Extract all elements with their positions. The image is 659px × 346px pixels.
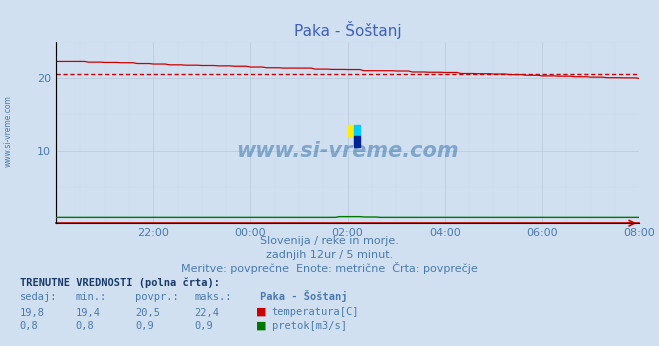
Text: ■: ■ bbox=[256, 321, 266, 331]
Text: 0,8: 0,8 bbox=[20, 321, 38, 331]
Text: temperatura[C]: temperatura[C] bbox=[272, 307, 359, 317]
Text: www.si-vreme.com: www.si-vreme.com bbox=[3, 95, 13, 167]
Text: TRENUTNE VREDNOSTI (polna črta):: TRENUTNE VREDNOSTI (polna črta): bbox=[20, 278, 219, 289]
Text: Meritve: povprečne  Enote: metrične  Črta: povprečje: Meritve: povprečne Enote: metrične Črta:… bbox=[181, 262, 478, 274]
Text: 0,9: 0,9 bbox=[194, 321, 213, 331]
Text: sedaj:: sedaj: bbox=[20, 292, 57, 302]
Text: Slovenija / reke in morje.: Slovenija / reke in morje. bbox=[260, 236, 399, 246]
Bar bbox=[354, 125, 360, 136]
Text: ■: ■ bbox=[256, 307, 266, 317]
Text: 19,8: 19,8 bbox=[20, 308, 45, 318]
Bar bbox=[348, 125, 354, 136]
Text: www.si-vreme.com: www.si-vreme.com bbox=[237, 140, 459, 161]
Title: Paka - Šoštanj: Paka - Šoštanj bbox=[294, 21, 401, 39]
Text: 20,5: 20,5 bbox=[135, 308, 160, 318]
Text: 22,4: 22,4 bbox=[194, 308, 219, 318]
Text: Paka - Šoštanj: Paka - Šoštanj bbox=[260, 290, 348, 302]
Text: 0,9: 0,9 bbox=[135, 321, 154, 331]
Bar bbox=[354, 136, 360, 147]
Text: maks.:: maks.: bbox=[194, 292, 232, 302]
Text: pretok[m3/s]: pretok[m3/s] bbox=[272, 321, 347, 331]
Text: 19,4: 19,4 bbox=[76, 308, 101, 318]
Text: min.:: min.: bbox=[76, 292, 107, 302]
Text: zadnjih 12ur / 5 minut.: zadnjih 12ur / 5 minut. bbox=[266, 250, 393, 260]
Text: 0,8: 0,8 bbox=[76, 321, 94, 331]
Text: povpr.:: povpr.: bbox=[135, 292, 179, 302]
